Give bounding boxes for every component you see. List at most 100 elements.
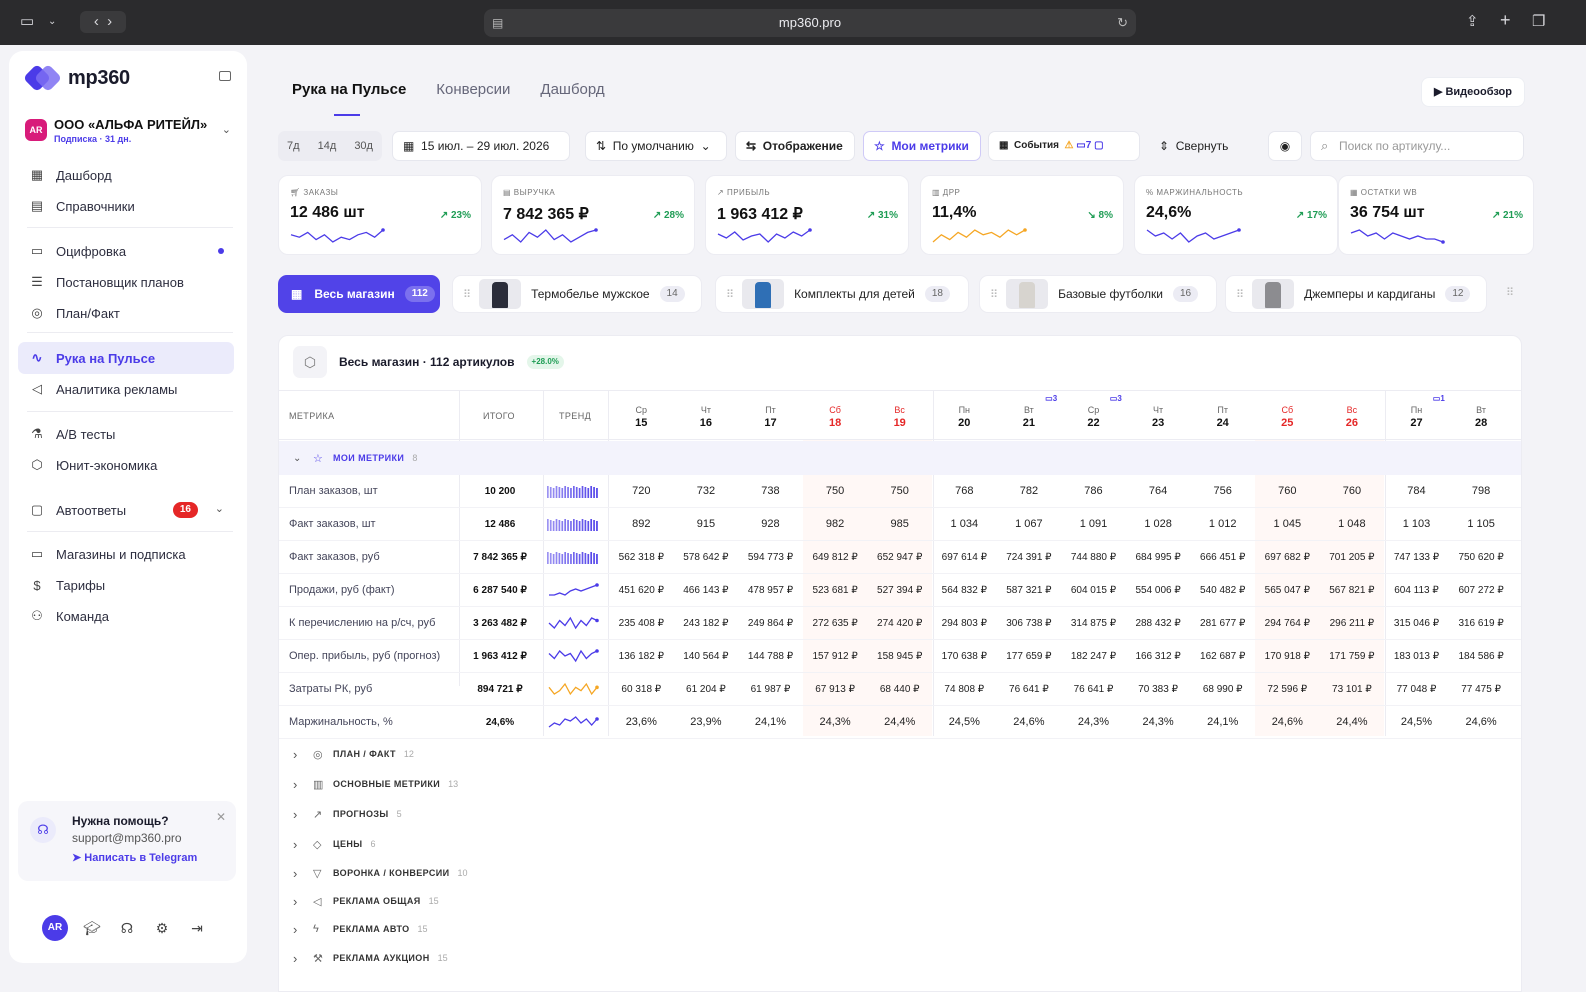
- events-button[interactable]: ▦ События ⚠ ▭7 ▢: [988, 131, 1140, 161]
- close-icon[interactable]: ✕: [215, 810, 226, 824]
- sidebar-item-11[interactable]: ▭ Магазины и подписка: [18, 538, 234, 570]
- table-cell: 170 638 ₽: [941, 651, 987, 662]
- sidebar-item-8[interactable]: ⚗ A/B тесты: [18, 418, 234, 450]
- sidebar-item-6[interactable]: ∿ Рука на Пульсе: [18, 342, 234, 374]
- sort-dropdown[interactable]: ⇅ По умолчанию ⌄: [585, 131, 727, 161]
- tabs-overview-icon[interactable]: ❐: [1532, 13, 1546, 30]
- group-row[interactable]: › ◎ ПЛАН / ФАКТ 12: [279, 740, 1521, 768]
- visibility-button[interactable]: ◉: [1268, 131, 1302, 161]
- sidebar-item-1[interactable]: ▦ Дашборд: [18, 159, 234, 191]
- table-row[interactable]: Факт заказов, руб 7 842 365 ₽ 562 318 ₽ 578…: [279, 541, 1521, 574]
- search-input[interactable]: Поиск по артикулу...: [1310, 131, 1524, 161]
- telegram-link[interactable]: ➤ Написать в Telegram: [72, 852, 198, 864]
- drag-handle-icon[interactable]: ⠿: [463, 288, 472, 301]
- table-row[interactable]: Маржинальность, % 24,6% 23,6% 23,9% 24,1% 24,…: [279, 706, 1521, 739]
- sidebar-collapse-icon[interactable]: [219, 71, 231, 81]
- table-row[interactable]: Опер. прибыль, руб (прогноз) 1 963 412 ₽ 1…: [279, 640, 1521, 673]
- category-5[interactable]: ⠿ Джемперы и кардиганы 12: [1225, 275, 1487, 313]
- category-3[interactable]: ⠿ Комплекты для детей 18: [715, 275, 969, 313]
- sidebar-item-13[interactable]: ⚇ Команда: [18, 600, 234, 632]
- sidebar-toggle-icon[interactable]: ▭: [20, 13, 35, 30]
- logo[interactable]: mp360: [22, 63, 130, 93]
- kpi-delta: ↗ 31%: [866, 210, 898, 221]
- event-marker[interactable]: ▭3: [1110, 394, 1122, 403]
- chevron-right-icon: ›: [293, 950, 298, 966]
- group-row[interactable]: › ▥ ОСНОВНЫЕ МЕТРИКИ 13: [279, 770, 1521, 798]
- kpi-value: 24,6%: [1146, 204, 1192, 221]
- sidebar-item-12[interactable]: $ Тарифы: [18, 569, 234, 601]
- kpi-card[interactable]: ↗ ПРИБЫЛЬ 1 963 412 ₽ ↗ 31%: [705, 175, 909, 255]
- my-metrics-button[interactable]: ☆ Мои метрики: [863, 131, 981, 161]
- nav-back-forward[interactable]: ‹ ›: [80, 11, 126, 33]
- group-my-metrics[interactable]: ⌄ ☆ МОИ МЕТРИКИ 8: [279, 441, 1521, 475]
- group-row[interactable]: › ⚒ РЕКЛАМА АУКЦИОН 15: [279, 944, 1521, 972]
- support-icon[interactable]: ☊: [120, 919, 134, 936]
- kpi-icon: ▦: [1350, 188, 1361, 197]
- category-4[interactable]: ⠿ Базовые футболки 16: [979, 275, 1217, 313]
- tab-dashboard[interactable]: Дашборд: [540, 81, 605, 98]
- kpi-card[interactable]: 🛒︎ ЗАКАЗЫ 12 486 шт ↗ 23%: [278, 175, 482, 255]
- period-14d[interactable]: 14д: [317, 140, 337, 152]
- sidebar-item-7[interactable]: ◁ Аналитика рекламы: [18, 373, 234, 405]
- table-row[interactable]: К перечислению на р/сч, руб 3 263 482 ₽ 23…: [279, 607, 1521, 640]
- table-cell: 587 321 ₽: [1006, 585, 1052, 596]
- group-row[interactable]: › ▽ ВОРОНКА / КОНВЕРСИИ 10: [279, 859, 1521, 887]
- video-review-button[interactable]: ▶ Видеообзор: [1421, 78, 1524, 106]
- sidebar-item-2[interactable]: ▤ Справочники: [18, 190, 234, 222]
- chevron-down-icon[interactable]: ⌄: [48, 16, 57, 27]
- group-row[interactable]: › ↗ ПРОГНОЗЫ 5: [279, 800, 1521, 828]
- drag-handle-icon[interactable]: ⠿: [990, 288, 999, 301]
- collapse-button[interactable]: ⇕ Свернуть: [1159, 139, 1229, 153]
- date-range-picker[interactable]: ▦ 15 июл. – 29 июл. 2026: [392, 131, 570, 161]
- category-1[interactable]: ▦ Весь магазин 112: [278, 275, 440, 313]
- kpi-card[interactable]: ▦ ОСТАТКИ WB 36 754 шт ↗ 21%: [1338, 175, 1534, 255]
- tab-pulse[interactable]: Рука на Пульсе: [292, 81, 407, 116]
- table-row[interactable]: Факт заказов, шт 12 486 892 915 928 982 985 1 0…: [279, 508, 1521, 541]
- sidebar-item-5[interactable]: ◎ План/Факт: [18, 297, 234, 329]
- table-row[interactable]: Затраты РК, руб 894 721 ₽ 60 318 ₽ 61 204 ₽…: [279, 673, 1521, 706]
- table-row[interactable]: Продажи, руб (факт) 6 287 540 ₽ 451 620 ₽ 4…: [279, 574, 1521, 607]
- help-email[interactable]: support@mp360.pro: [72, 831, 182, 845]
- category-2[interactable]: ⠿ Термобелье мужское 14: [452, 275, 702, 313]
- tab-conversions[interactable]: Конверсии: [436, 81, 511, 98]
- group-row[interactable]: › ϟ РЕКЛАМА АВТО 15: [279, 915, 1521, 943]
- new-tab-icon[interactable]: +: [1500, 10, 1511, 30]
- event-marker[interactable]: ▭3: [1045, 394, 1057, 403]
- table-cell: 527 394 ₽: [877, 585, 923, 596]
- kpi-card[interactable]: ▤ ВЫРУЧКА 7 842 365 ₽ ↗ 28%: [491, 175, 695, 255]
- gear-icon[interactable]: ⚙: [155, 919, 169, 936]
- sidebar-item-9[interactable]: ⬡ Юнит-экономика: [18, 449, 234, 481]
- category-name: Термобелье мужское: [531, 287, 650, 301]
- display-button[interactable]: ⇆ Отображение: [735, 131, 855, 161]
- kpi-card[interactable]: % МАРЖИНАЛЬНОСТЬ 24,6% ↗ 17%: [1134, 175, 1338, 255]
- group-row[interactable]: › ◇ ЦЕНЫ 6: [279, 830, 1521, 858]
- org-switcher[interactable]: AR ООО «АЛЬФА РИТЕЙЛ» Подписка · 31 дн. …: [25, 115, 235, 149]
- sidebar-item-4[interactable]: ☰ Постановщик планов: [18, 266, 234, 298]
- metric-total: 24,6%: [485, 717, 515, 728]
- page-tabs: Рука на Пульсе Конверсии Дашборд: [292, 81, 605, 116]
- drag-handle-icon[interactable]: ⠿: [1236, 288, 1245, 301]
- weekend-shade: [802, 440, 868, 736]
- academy-icon[interactable]: 🎓︎: [83, 919, 101, 936]
- event-count: 1: [1440, 394, 1445, 403]
- event-marker[interactable]: ▭1: [1433, 394, 1445, 403]
- reload-icon[interactable]: ↻: [1117, 15, 1128, 30]
- sidebar-item-10[interactable]: ▢ Автоответы 16 ⌄: [18, 494, 234, 526]
- kpi-card[interactable]: ▥ ДРР 11,4% ↘ 8%: [920, 175, 1124, 255]
- period-7d[interactable]: 7д: [287, 140, 300, 152]
- drag-handle-icon[interactable]: ⠿: [1506, 287, 1515, 299]
- table-row[interactable]: План заказов, шт 10 200 720 732 738 750 750 768…: [279, 475, 1521, 508]
- chevron-right-icon: ›: [293, 921, 298, 937]
- group-row[interactable]: › ◁ РЕКЛАМА ОБЩАЯ 15: [279, 887, 1521, 915]
- table-cell: 768: [955, 485, 974, 497]
- table-cell: 24,5%: [948, 716, 980, 728]
- user-avatar[interactable]: AR: [42, 915, 68, 941]
- address-bar[interactable]: ▤ mp360.pro ↻: [484, 9, 1136, 37]
- table-cell: 74 808 ₽: [944, 684, 985, 695]
- logout-icon[interactable]: ⇥: [191, 919, 203, 936]
- period-30d[interactable]: 30д: [354, 140, 373, 152]
- sidebar-item-3[interactable]: ▭ Оцифровка: [18, 235, 234, 267]
- drag-handle-icon[interactable]: ⠿: [726, 288, 735, 301]
- share-icon[interactable]: ⇪: [1466, 13, 1479, 30]
- table-cell: 68 440 ₽: [879, 684, 920, 695]
